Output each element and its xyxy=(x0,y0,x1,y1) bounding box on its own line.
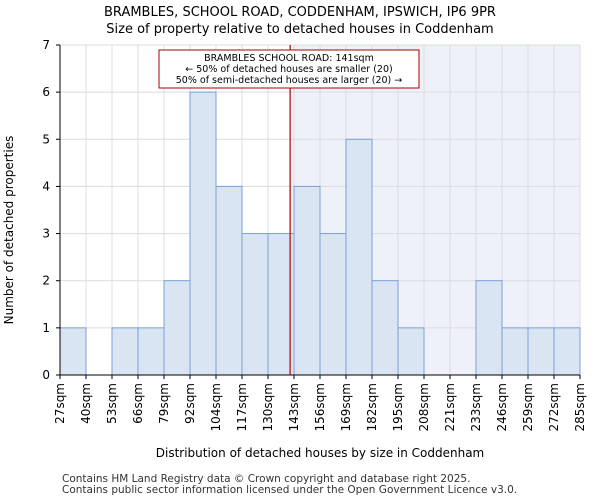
x-axis-label: Distribution of detached houses by size … xyxy=(156,446,485,460)
y-tick-label: 3 xyxy=(42,227,50,241)
chart-title-line-1: BRAMBLES, SCHOOL ROAD, CODDENHAM, IPSWIC… xyxy=(104,5,496,20)
bar-53sqm xyxy=(111,327,139,376)
bar-156sqm xyxy=(319,233,347,376)
y-tick-label: 7 xyxy=(42,38,50,52)
bar-27sqm xyxy=(59,327,87,376)
annotation-box xyxy=(158,49,420,89)
bar-79sqm xyxy=(163,280,191,376)
bar-169sqm xyxy=(345,138,373,376)
bar-195sqm xyxy=(397,327,425,376)
x-tick-label: 92sqm xyxy=(183,383,197,424)
x-tick-label: 130sqm xyxy=(261,383,275,431)
x-tick-label: 272sqm xyxy=(547,383,561,431)
y-tick-label: 1 xyxy=(42,321,50,335)
bar-272sqm xyxy=(553,327,581,376)
annotation-line: 50% of semi-detached houses are larger (… xyxy=(176,75,403,86)
x-tick-label: 156sqm xyxy=(313,383,327,431)
x-tick-label: 53sqm xyxy=(105,383,119,424)
bar-233sqm xyxy=(475,280,503,376)
x-tick-label: 246sqm xyxy=(495,383,509,431)
y-tick-label: 5 xyxy=(42,132,50,146)
x-tick-label: 285sqm xyxy=(573,383,587,431)
bar-104sqm xyxy=(215,185,243,376)
chart-title-line-2: Size of property relative to detached ho… xyxy=(106,22,493,37)
bar-143sqm xyxy=(293,185,321,376)
annotation-line: ← 50% of detached houses are smaller (20… xyxy=(185,64,392,75)
footer-copyright: Contains HM Land Registry data © Crown c… xyxy=(62,473,471,485)
bar-92sqm xyxy=(189,91,217,376)
bar-182sqm xyxy=(371,280,399,376)
x-tick-label: 169sqm xyxy=(339,383,353,431)
bar-117sqm xyxy=(241,233,269,376)
x-tick-label: 66sqm xyxy=(131,383,145,424)
y-tick-label: 6 xyxy=(42,85,50,99)
x-tick-label: 40sqm xyxy=(79,383,93,424)
y-tick-label: 0 xyxy=(42,368,50,382)
x-tick-label: 259sqm xyxy=(521,383,535,431)
x-tick-label: 208sqm xyxy=(417,383,431,431)
annotation-line: BRAMBLES SCHOOL ROAD: 141sqm xyxy=(204,53,374,64)
bar-259sqm xyxy=(527,327,555,376)
y-tick-label: 2 xyxy=(42,274,50,288)
x-tick-label: 221sqm xyxy=(443,383,457,431)
x-tick-label: 182sqm xyxy=(365,383,379,431)
bar-246sqm xyxy=(501,327,529,376)
x-tick-label: 233sqm xyxy=(469,383,483,431)
bar-66sqm xyxy=(137,327,165,376)
x-tick-label: 143sqm xyxy=(287,383,301,431)
x-tick-label: 117sqm xyxy=(235,383,249,431)
x-tick-label: 104sqm xyxy=(209,383,223,431)
footer-licence: Contains public sector information licen… xyxy=(62,484,518,496)
y-axis-label: Number of detached properties xyxy=(2,136,16,325)
x-tick-label: 79sqm xyxy=(157,383,171,424)
y-tick-label: 4 xyxy=(42,179,50,193)
x-tick-label: 195sqm xyxy=(391,383,405,431)
x-tick-label: 27sqm xyxy=(53,383,67,424)
